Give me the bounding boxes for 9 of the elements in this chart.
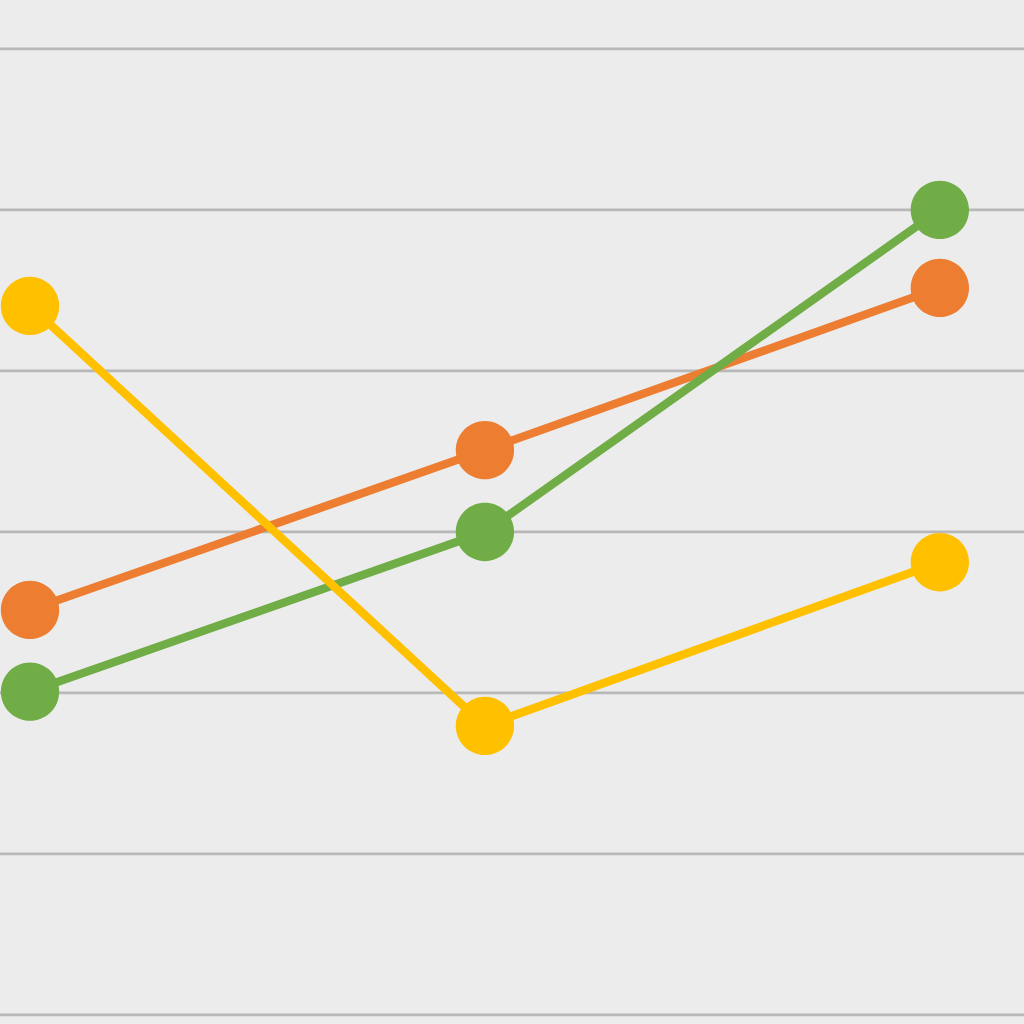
point (0, 276, 60, 336)
point (0, 580, 60, 640)
point (910, 533, 970, 592)
point (0, 662, 60, 721)
point (910, 258, 970, 318)
point (910, 180, 970, 240)
point (455, 696, 515, 755)
point (455, 421, 515, 480)
point (455, 502, 515, 562)
